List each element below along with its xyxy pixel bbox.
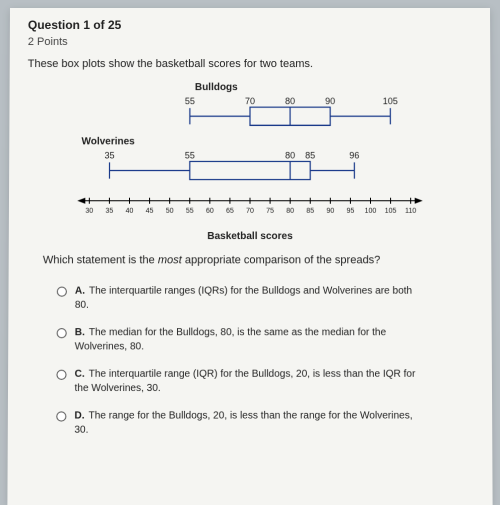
svg-text:55: 55: [186, 208, 194, 215]
answer-body: The interquartile ranges (IQRs) for the …: [75, 286, 412, 311]
svg-text:50: 50: [166, 208, 174, 215]
svg-text:80: 80: [286, 208, 294, 215]
answer-option[interactable]: C.The interquartile range (IQR) for the …: [56, 368, 473, 395]
svg-text:90: 90: [325, 96, 335, 106]
answer-text: A.The interquartile ranges (IQRs) for th…: [75, 285, 417, 312]
question-prompt: These box plots show the basketball scor…: [28, 58, 473, 70]
svg-text:65: 65: [226, 208, 234, 215]
svg-text:95: 95: [347, 208, 355, 215]
svg-text:85: 85: [305, 150, 315, 160]
svg-text:90: 90: [326, 208, 334, 215]
worksheet-paper: Question 1 of 25 2 Points These box plot…: [7, 8, 492, 505]
svg-text:Bulldogs: Bulldogs: [195, 82, 238, 93]
svg-text:35: 35: [105, 208, 113, 215]
svg-text:30: 30: [85, 208, 93, 215]
svg-text:110: 110: [405, 208, 416, 215]
svg-text:105: 105: [385, 208, 397, 215]
svg-text:96: 96: [349, 150, 359, 160]
radio-button[interactable]: [57, 287, 67, 297]
svg-text:75: 75: [266, 208, 274, 215]
svg-text:35: 35: [105, 150, 115, 160]
radio-button[interactable]: [57, 328, 67, 338]
answer-text: C.The interquartile range (IQR) for the …: [75, 368, 418, 395]
answer-letter: B.: [75, 327, 85, 338]
radio-button[interactable]: [56, 411, 66, 421]
points-label: 2 Points: [28, 36, 472, 48]
answer-letter: A.: [75, 286, 85, 297]
answer-body: The interquartile range (IQR) for the Bu…: [75, 369, 416, 394]
answer-body: The range for the Bulldogs, 20, is less …: [74, 410, 412, 435]
answer-text: B.The median for the Bulldogs, 80, is th…: [75, 326, 418, 353]
svg-text:55: 55: [185, 150, 195, 160]
answer-option[interactable]: A.The interquartile ranges (IQRs) for th…: [57, 285, 474, 312]
boxplot-chart: Bulldogs55708090105Wolverines35558085963…: [69, 78, 431, 242]
svg-text:55: 55: [185, 96, 195, 106]
svg-text:40: 40: [126, 208, 134, 215]
svg-text:60: 60: [206, 208, 214, 215]
question-number: Question 1 of 25: [28, 18, 472, 32]
svg-text:105: 105: [383, 96, 398, 106]
answer-letter: C.: [75, 369, 85, 380]
svg-text:80: 80: [285, 96, 295, 106]
answer-text: D.The range for the Bulldogs, 20, is les…: [74, 409, 417, 436]
svg-text:100: 100: [365, 208, 377, 215]
svg-text:70: 70: [245, 96, 255, 106]
svg-text:80: 80: [285, 150, 295, 160]
svg-text:85: 85: [306, 208, 314, 215]
answer-body: The median for the Bulldogs, 80, is the …: [75, 327, 386, 352]
answer-options: A.The interquartile ranges (IQRs) for th…: [56, 285, 474, 437]
answer-letter: D.: [74, 410, 84, 421]
answer-option[interactable]: B.The median for the Bulldogs, 80, is th…: [57, 326, 474, 353]
svg-text:45: 45: [146, 208, 154, 215]
answer-option[interactable]: D.The range for the Bulldogs, 20, is les…: [56, 409, 474, 436]
comparison-question: Which statement is the most appropriate …: [43, 254, 473, 266]
svg-text:Wolverines: Wolverines: [81, 136, 135, 147]
svg-text:70: 70: [246, 208, 254, 215]
radio-button[interactable]: [56, 370, 66, 380]
x-axis-title: Basketball scores: [69, 231, 431, 242]
